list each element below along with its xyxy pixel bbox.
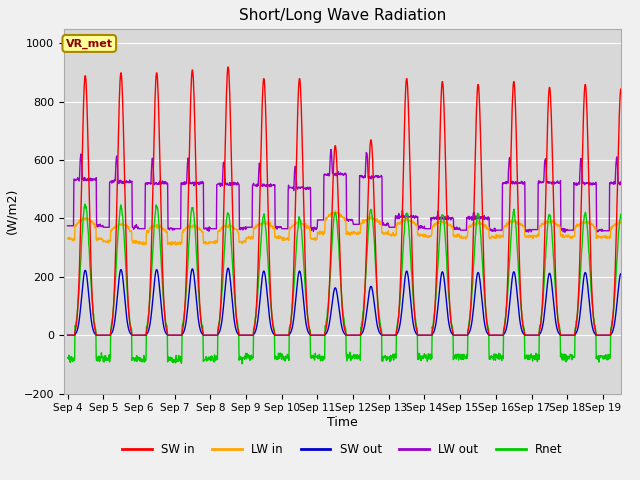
Title: Short/Long Wave Radiation: Short/Long Wave Radiation: [239, 9, 446, 24]
Text: VR_met: VR_met: [66, 38, 113, 48]
Legend: SW in, LW in, SW out, LW out, Rnet: SW in, LW in, SW out, LW out, Rnet: [117, 438, 568, 461]
X-axis label: Time: Time: [327, 416, 358, 429]
Y-axis label: (W/m2): (W/m2): [5, 188, 18, 234]
